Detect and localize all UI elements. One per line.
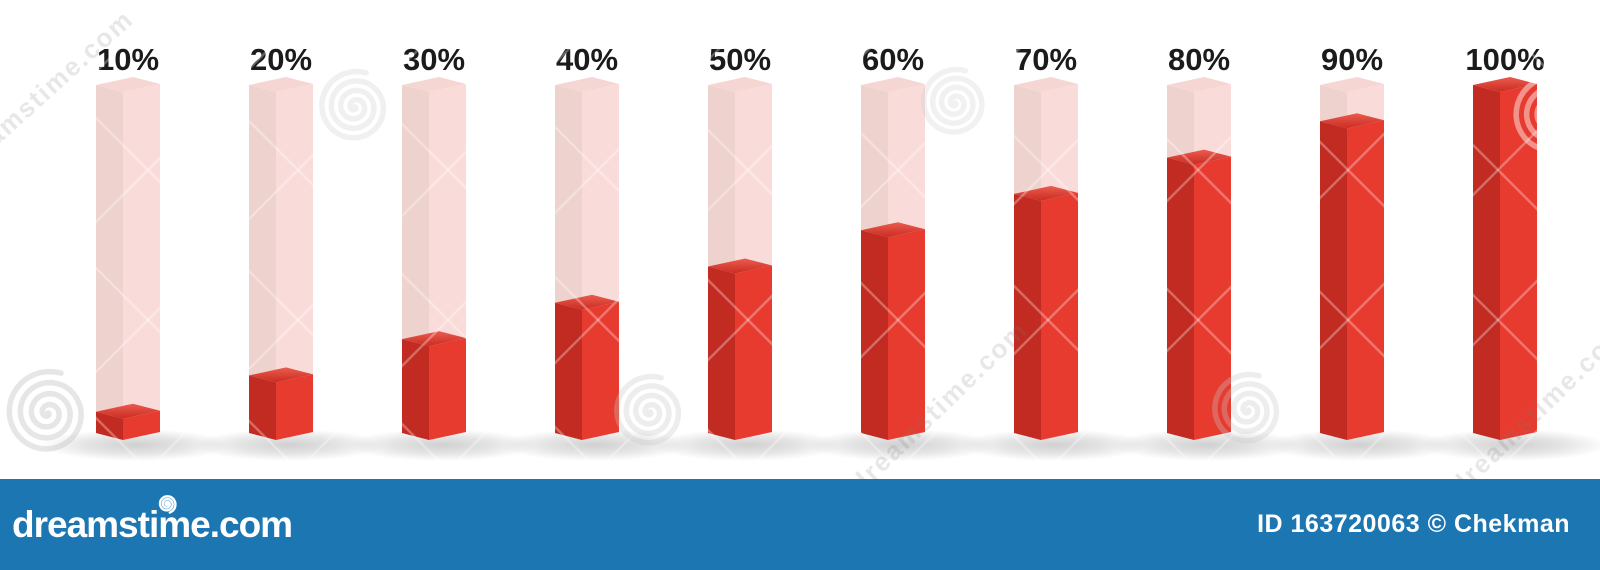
watermark-footer-bar: dreamstime.com ID 163720063 © Chekman: [0, 479, 1600, 570]
spiral-watermark-icon: [319, 68, 387, 141]
watermark-lines: [0, 0, 1600, 479]
spiral-watermark-icon: [920, 66, 985, 135]
spiral-watermark-icon: [6, 368, 84, 452]
dreamstime-logo-text: dreamstime.com: [12, 503, 293, 545]
spiral-icon: [158, 494, 177, 514]
spiral-watermark-icon: [614, 373, 682, 446]
spiral-watermark-icon: [1513, 73, 1588, 154]
image-credit: ID 163720063 © Chekman: [1257, 510, 1570, 538]
dreamstime-logo: dreamstime.com: [12, 494, 293, 546]
percentage-bars-chart: 10%20%30%40%50%60%70%80%90%100%dreamstim…: [0, 0, 1600, 479]
spiral-watermark-icon: [1212, 371, 1280, 444]
